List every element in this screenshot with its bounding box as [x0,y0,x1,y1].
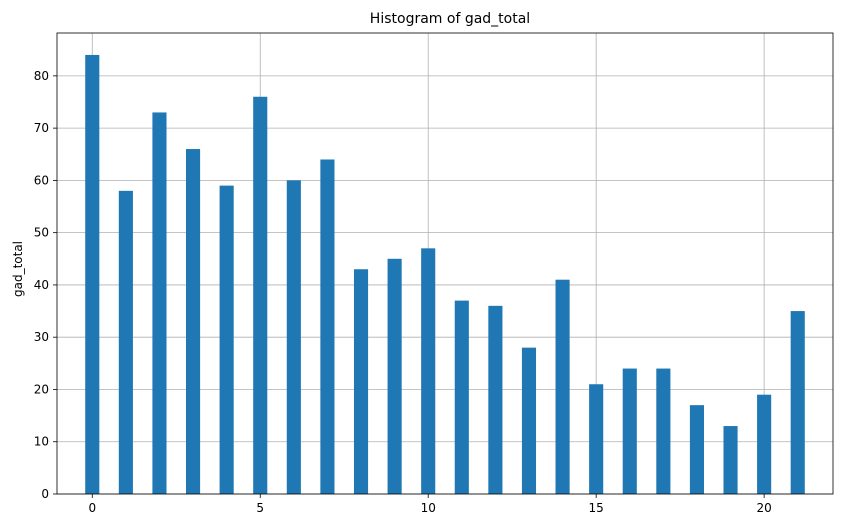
histogram-bar [689,405,705,494]
histogram-bar [589,384,604,494]
histogram-bar [488,305,503,494]
histogram-bar [656,368,671,494]
x-tick-label: 10 [421,501,436,515]
histogram-bar [118,190,133,494]
grid-lines [57,33,833,495]
bars-group [85,54,805,495]
x-tick-label: 0 [88,501,96,515]
y-axis-label: gad_total [11,241,25,297]
histogram-bar [320,159,335,494]
y-tick-label: 70 [34,121,49,135]
histogram-bar [353,269,369,494]
x-tick-label: 15 [589,501,604,515]
y-tick-label: 60 [34,173,49,187]
histogram-bar [85,54,100,494]
histogram-bar [253,96,268,494]
histogram-bar [286,180,301,494]
y-tick-label: 50 [34,226,49,240]
y-tick-label: 40 [34,278,49,292]
y-tick-label: 0 [41,487,49,501]
histogram-bar [622,368,637,494]
histogram-bar [387,258,402,494]
axes-frame [56,32,834,495]
histogram-bar [421,248,436,494]
histogram-bar [454,300,469,494]
x-tick-label: 5 [256,501,264,515]
histogram-bar [185,149,201,495]
histogram-bar [723,426,738,494]
histogram-bar [152,112,167,494]
histogram-bar [521,347,537,494]
y-tick-label: 80 [34,69,49,83]
x-axis-ticks: 0 5 10 15 20 [88,494,772,515]
histogram-bar [757,394,772,494]
y-tick-label: 20 [34,382,49,396]
y-tick-label: 30 [34,330,49,344]
histogram-bar [555,279,570,494]
y-axis-ticks: 0 10 20 30 40 50 60 70 80 [34,69,57,501]
plot-frame [56,32,834,495]
chart-title: Histogram of gad_total [370,11,530,27]
y-tick-label: 10 [34,435,49,449]
histogram-bar [219,185,234,494]
histogram-bar [790,311,805,494]
x-tick-label: 20 [756,501,771,515]
